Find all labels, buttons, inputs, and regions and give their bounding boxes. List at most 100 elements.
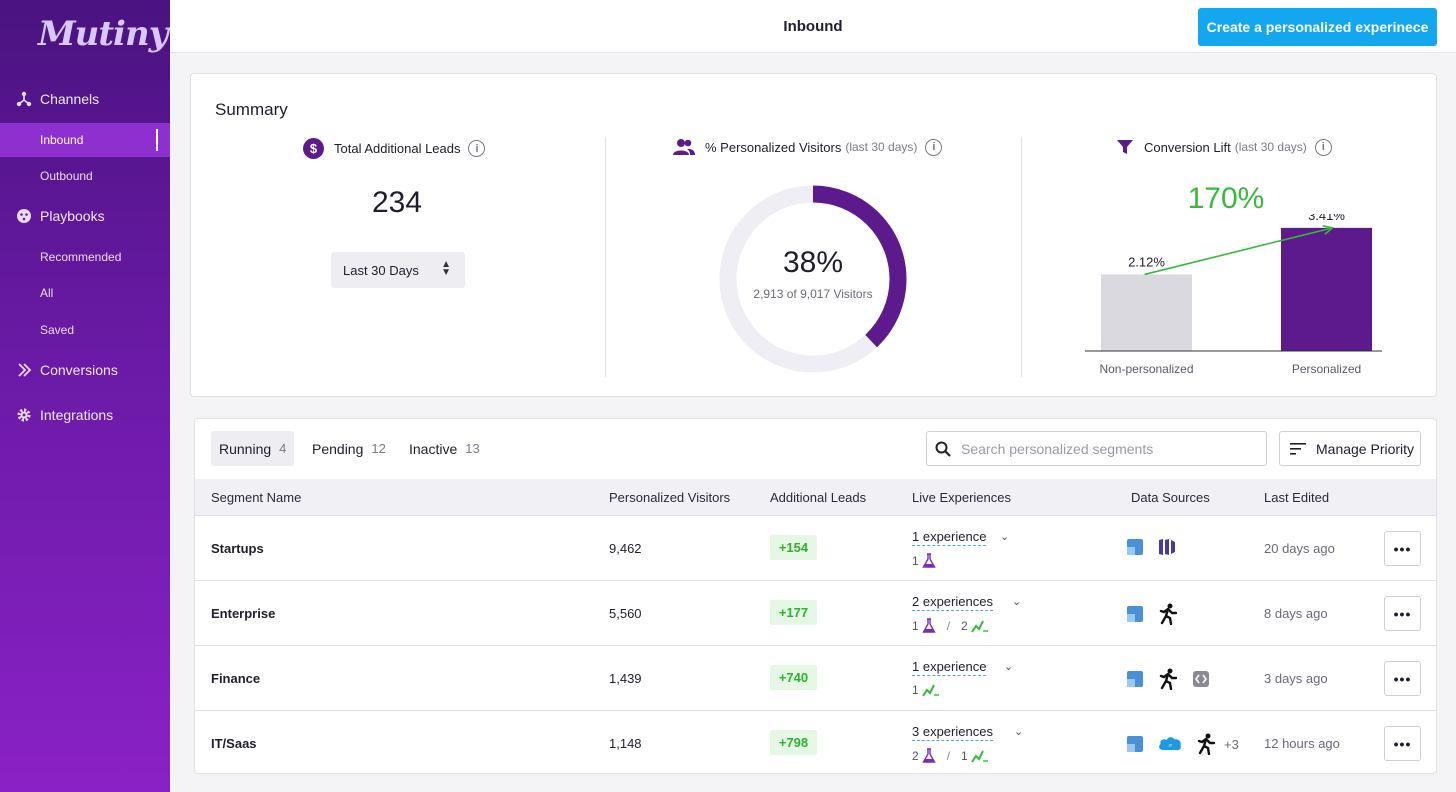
category-label: Personalized [1292,362,1361,376]
header-live-experiences[interactable]: Live Experiences [912,490,1011,505]
tab-label: Inactive [409,440,458,457]
beaker-icon [921,748,936,763]
runner-icon [1197,733,1216,755]
search-box [926,431,1267,466]
updown-chevron-icon: ▲ ▼ [441,259,451,278]
mutiny-logo[interactable]: Mutiny [38,14,168,54]
bar-value-label: 2.12% [1128,254,1165,269]
experiences-dropdown[interactable]: 3 experiences [912,724,993,741]
users-icon [673,138,695,156]
launch-count: 1 [961,749,968,763]
lift-period: (last 30 days) [1234,140,1307,154]
gear-icon [16,407,32,423]
visitors-period: (last 30 days) [845,140,918,154]
beaker-icon [921,553,936,568]
date-range-select[interactable]: Last 30 Days ▲ ▼ [331,252,465,288]
experience-breakdown: 1 [912,683,940,697]
runner-icon [1159,603,1178,625]
row-more-button[interactable]: ••• [1384,596,1421,631]
sidebar-item-inbound[interactable]: Inbound [0,123,170,157]
personalized-visitors-donut [719,185,907,373]
sidebar-item-conversions[interactable]: Conversions [0,352,170,388]
sidebar-item-outbound[interactable]: Outbound [40,169,93,183]
visitors-header: % Personalized Visitors (last 30 days) i [673,138,943,156]
data-sources: sf +3 [1126,733,1239,755]
top-bar: Inbound Create a personalized experinece [170,0,1456,53]
experiences-dropdown[interactable]: 2 experiences [912,594,993,611]
row-more-button[interactable]: ••• [1384,661,1421,696]
table-row[interactable]: Finance 1,439 +740 1 experience ⌄ 1 3 da… [195,646,1436,711]
sidebar-item-saved[interactable]: Saved [40,323,75,337]
sidebar-item-label: Conversions [40,362,118,378]
segment-name[interactable]: Startups [211,541,264,556]
tab-label: Running [219,440,272,457]
header-segment-name[interactable]: Segment Name [211,490,302,505]
bar-value-label: 3.41% [1308,214,1345,223]
page-title: Inbound [783,18,843,35]
manage-priority-button[interactable]: Manage Priority [1279,431,1421,466]
conversion-lift-value: 170% [1187,182,1265,215]
sidebar-item-all[interactable]: All [40,286,54,300]
chevron-down-icon[interactable]: ⌄ [1004,661,1014,673]
last-edited: 20 days ago [1264,541,1335,556]
info-icon[interactable]: i [925,138,943,156]
chevron-down-icon[interactable]: ⌄ [1012,596,1022,608]
row-more-button[interactable]: ••• [1384,531,1421,566]
segment-name[interactable]: IT/Saas [211,736,257,751]
sidebar-item-label: Channels [40,91,100,107]
create-experience-button[interactable]: Create a personalized experinece [1198,8,1437,46]
trend-up-icon [970,750,988,763]
bar-non-personalized [1101,274,1192,351]
separator: / [946,619,951,633]
table-row[interactable]: Startups 9,462 +154 1 experience ⌄ 1 20 … [195,516,1436,581]
more-sources-count[interactable]: +3 [1224,736,1239,752]
leads-badge: +798 [770,730,817,755]
divider [1021,137,1022,377]
info-icon[interactable]: i [1314,138,1332,156]
trend-arrow-line [1144,227,1333,276]
lift-header: Conversion Lift (last 30 days) i [1116,138,1332,156]
channels-icon [16,91,32,107]
sidebar: Mutiny Channels Inbound Outbound Playboo… [0,0,170,792]
tab-running[interactable]: Running 4 [211,431,295,466]
header-last-edited[interactable]: Last Edited [1264,490,1330,505]
visitors-count: 9,462 [609,541,642,556]
segment-name[interactable]: Enterprise [211,606,276,621]
sidebar-item-channels[interactable]: Channels [0,81,170,117]
sidebar-item-recommended[interactable]: Recommended [40,250,122,264]
sidebar-item-playbooks[interactable]: Playbooks [0,198,170,234]
date-range-label: Last 30 Days [343,262,419,278]
sidebar-item-integrations[interactable]: Integrations [0,397,170,433]
tab-count: 12 [371,441,386,456]
table-row[interactable]: IT/Saas 1,148 +798 3 experiences ⌄ 2 / 1… [195,711,1436,773]
chevron-down-icon[interactable]: ⌄ [1014,726,1024,738]
header-data-sources[interactable]: Data Sources [1131,490,1210,505]
row-more-button[interactable]: ••• [1384,726,1421,761]
experiences-dropdown[interactable]: 1 experience [912,529,987,546]
leads-header: $ Total Additional Leads i [303,138,486,159]
conversion-bar-chart: 2.12% Non-personalized 3.41% Personalized [1085,214,1382,376]
table-row[interactable]: Enterprise 5,560 +177 2 experiences ⌄ 1 … [195,581,1436,646]
runner-icon [1159,668,1178,690]
tab-inactive[interactable]: Inactive 13 [401,431,488,466]
test-count: 1 [912,554,919,568]
tab-count: 13 [465,441,480,456]
salesforce-icon: sf [1159,737,1181,751]
test-count: 1 [912,619,919,633]
header-additional-leads[interactable]: Additional Leads [770,490,867,505]
launch-count: 1 [912,683,919,697]
trend-up-icon [970,620,988,633]
info-icon[interactable]: i [468,140,486,157]
segment-name[interactable]: Finance [211,671,261,686]
header-personalized-visitors[interactable]: Personalized Visitors [609,490,731,505]
clearbit-icon [1127,736,1143,752]
summary-title: Summary [215,100,288,119]
clearbit-icon [1127,606,1143,622]
beaker-icon [921,618,936,633]
category-label: Non-personalized [1099,362,1193,376]
search-input[interactable] [961,440,1251,457]
tab-pending[interactable]: Pending 12 [304,431,394,466]
data-sources [1126,603,1178,625]
experiences-dropdown[interactable]: 1 experience [912,659,987,676]
chevron-down-icon[interactable]: ⌄ [1000,531,1010,543]
